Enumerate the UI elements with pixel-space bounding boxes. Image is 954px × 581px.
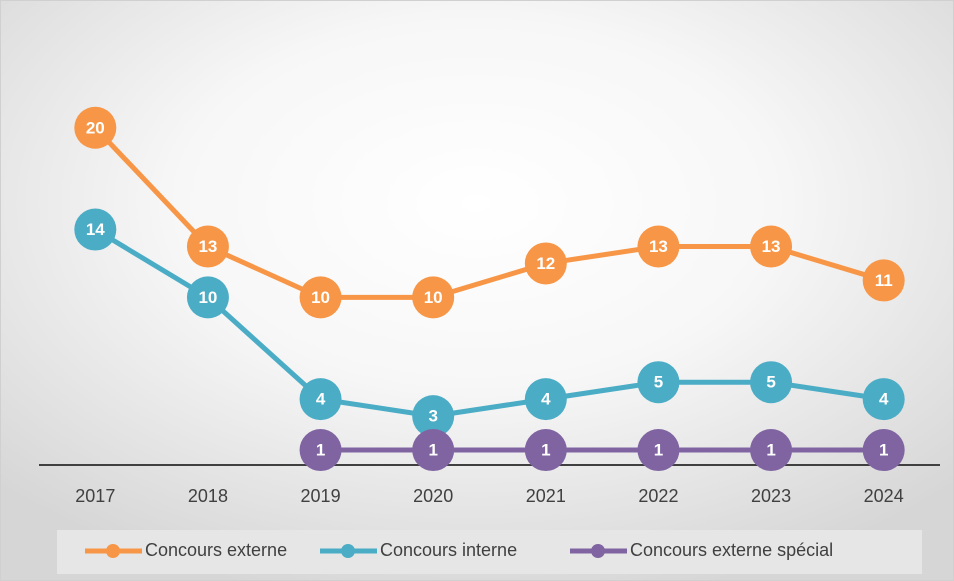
marker xyxy=(750,429,793,472)
legend-label: Concours externe spécial xyxy=(630,540,833,560)
marker xyxy=(186,276,229,319)
marker xyxy=(637,361,680,404)
marker xyxy=(299,378,342,421)
data-label: 13 xyxy=(762,237,781,256)
x-tick-label: 2019 xyxy=(301,486,341,506)
data-label: 1 xyxy=(879,441,888,460)
marker xyxy=(74,208,117,251)
data-label: 4 xyxy=(879,390,889,409)
data-label: 14 xyxy=(86,220,105,239)
data-label: 3 xyxy=(428,407,437,426)
data-label: 1 xyxy=(541,441,550,460)
marker xyxy=(299,429,342,472)
marker xyxy=(412,429,455,472)
x-tick-label: 2020 xyxy=(413,486,453,506)
legend-label: Concours externe xyxy=(145,540,287,560)
data-label: 5 xyxy=(766,373,775,392)
x-tick-label: 2024 xyxy=(864,486,904,506)
marker xyxy=(524,378,567,421)
x-tick-label: 2021 xyxy=(526,486,566,506)
marker xyxy=(524,429,567,472)
marker xyxy=(637,225,680,268)
data-label: 1 xyxy=(316,441,325,460)
data-label: 13 xyxy=(649,237,668,256)
marker xyxy=(299,276,342,319)
data-label: 13 xyxy=(198,237,217,256)
data-label: 1 xyxy=(428,441,437,460)
data-label: 10 xyxy=(198,288,217,307)
data-label: 1 xyxy=(654,441,663,460)
legend-box xyxy=(57,530,922,574)
marker xyxy=(862,429,905,472)
data-label: 20 xyxy=(86,118,105,137)
marker xyxy=(750,361,793,404)
x-tick-label: 2023 xyxy=(751,486,791,506)
marker xyxy=(186,225,229,268)
data-label: 11 xyxy=(875,271,893,290)
marker xyxy=(74,106,117,149)
x-tick-label: 2018 xyxy=(188,486,228,506)
x-tick-label: 2017 xyxy=(75,486,115,506)
data-label: 12 xyxy=(536,254,555,273)
legend-marker xyxy=(591,544,605,558)
marker xyxy=(524,242,567,285)
marker xyxy=(862,259,905,302)
legend-label: Concours interne xyxy=(380,540,517,560)
data-label: 4 xyxy=(541,390,551,409)
marker xyxy=(750,225,793,268)
x-tick-label: 2022 xyxy=(638,486,678,506)
marker xyxy=(637,429,680,472)
data-label: 10 xyxy=(311,288,330,307)
data-label: 1 xyxy=(766,441,775,460)
marker xyxy=(412,395,455,438)
data-label: 5 xyxy=(654,373,663,392)
marker xyxy=(862,378,905,421)
data-label: 4 xyxy=(316,390,326,409)
data-label: 10 xyxy=(424,288,443,307)
legend-marker xyxy=(341,544,355,558)
marker xyxy=(412,276,455,319)
legend-marker xyxy=(106,544,120,558)
